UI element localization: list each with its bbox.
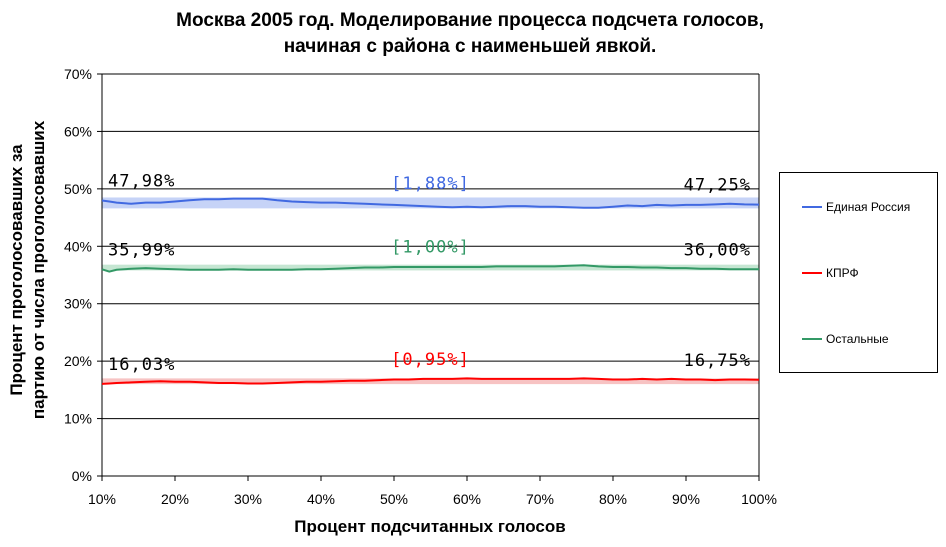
x-tick-label: 10% xyxy=(88,491,116,507)
data-label: 36,00% xyxy=(684,240,751,260)
y-axis-title-line-2: партию от числа проголосовавших xyxy=(29,120,48,419)
data-label: [1,88%] xyxy=(391,174,470,194)
x-tick-label: 90% xyxy=(672,491,700,507)
y-tick-label: 70% xyxy=(64,66,92,82)
chart-title: Москва 2005 год. Моделирование процесса … xyxy=(100,8,840,60)
x-tick-label: 80% xyxy=(599,491,627,507)
y-tick-label: 10% xyxy=(64,411,92,427)
legend-swatch xyxy=(802,272,822,274)
x-tick-label: 60% xyxy=(453,491,481,507)
x-tick-label: 20% xyxy=(161,491,189,507)
y-tick-label: 20% xyxy=(64,353,92,369)
y-tick-label: 40% xyxy=(64,238,92,254)
series-lines xyxy=(101,197,760,385)
annotations: 47,98% 47,25% [1,88%] 35,99% 36,00% [1,00%] 16… xyxy=(108,171,751,375)
y-axis-title-line-1: Процент проголосовавших за xyxy=(7,144,26,396)
chart-title-line-1: Москва 2005 год. Моделирование процесса … xyxy=(176,10,764,31)
legend-item: Единая Россия xyxy=(802,199,910,215)
series-line-0 xyxy=(101,197,760,209)
legend: Единая Россия КПРФ Остальные xyxy=(779,172,938,373)
x-axis-title: Процент подсчитанных голосов xyxy=(294,517,565,536)
x-tick-label: 40% xyxy=(307,491,335,507)
series-line-1 xyxy=(101,377,760,385)
x-tick-label: 70% xyxy=(526,491,554,507)
chart-title-line-2: начиная с района с наименьшей явкой. xyxy=(283,36,657,57)
data-label: 47,98% xyxy=(108,171,175,191)
legend-label: Остальные xyxy=(826,332,889,346)
y-tick-label: 30% xyxy=(64,296,92,312)
legend-swatch xyxy=(802,338,822,340)
legend-item: Остальные xyxy=(802,331,889,347)
y-tick-label: 60% xyxy=(64,123,92,139)
x-tick-label: 100% xyxy=(741,491,777,507)
data-label: 16,03% xyxy=(108,355,175,375)
series-band-0 xyxy=(102,197,759,209)
data-label: 47,25% xyxy=(684,176,751,196)
y-tick-label: 0% xyxy=(72,468,92,484)
x-tick-label: 50% xyxy=(380,491,408,507)
series-band-1 xyxy=(102,378,759,385)
data-label: 16,75% xyxy=(684,351,751,371)
y-tick-label: 50% xyxy=(64,181,92,197)
legend-swatch xyxy=(802,206,822,208)
legend-item: КПРФ xyxy=(802,265,859,281)
series-line-2 xyxy=(101,264,759,273)
legend-label: КПРФ xyxy=(826,266,859,280)
x-tick-label: 30% xyxy=(234,491,262,507)
data-label: 35,99% xyxy=(108,240,175,260)
legend-label: Единая Россия xyxy=(826,200,911,214)
data-label: [1,00%] xyxy=(391,237,470,257)
data-label: [0,95%] xyxy=(391,350,470,370)
axes: 0% 10% 20% 30% 40% 50% 60% 70% 10% 20% 30% 40% 50% 60… xyxy=(64,66,777,507)
gridlines xyxy=(102,73,759,420)
